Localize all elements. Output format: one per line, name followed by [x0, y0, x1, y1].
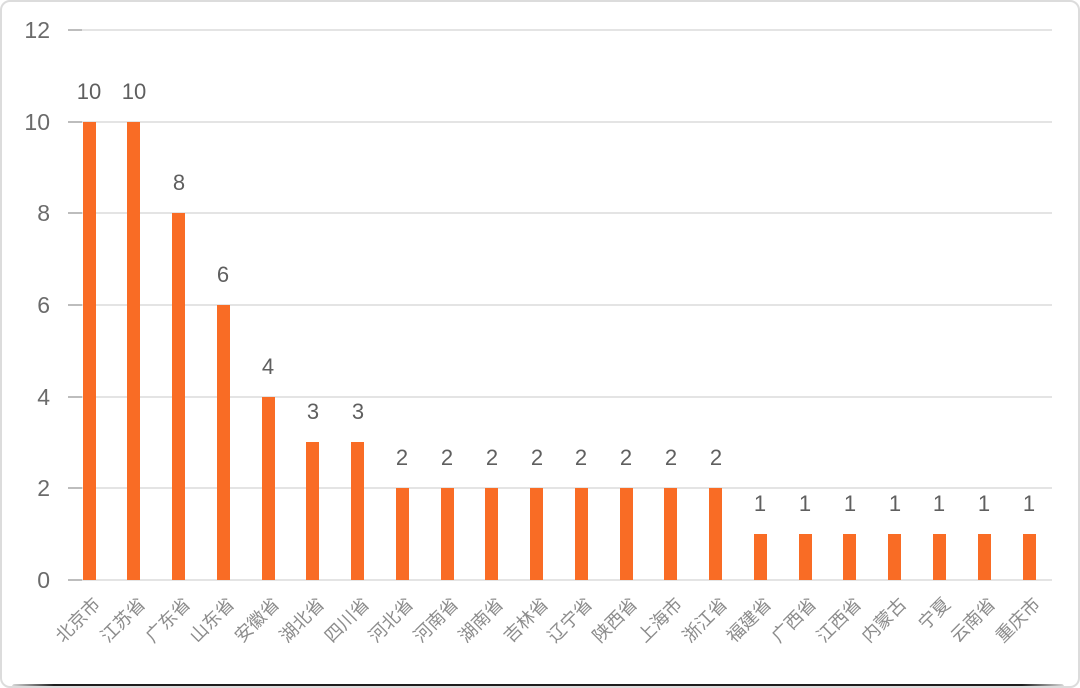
bar-广东省	[172, 213, 185, 580]
y-axis-tick-2	[68, 487, 82, 489]
x-axis-label-吉林省: 吉林省	[499, 594, 552, 647]
x-axis-label-广西省: 广西省	[768, 594, 821, 647]
x-axis-label-河北省: 河北省	[365, 594, 418, 647]
bar-云南省	[978, 534, 991, 580]
y-axis-label-2: 2	[37, 475, 50, 501]
gridline-y-12	[68, 29, 1052, 31]
value-label-山东省: 6	[216, 262, 230, 287]
y-axis-tick-4	[68, 396, 82, 398]
x-axis-label-内蒙古: 内蒙古	[857, 594, 910, 647]
gridline-y-2	[68, 487, 1052, 489]
x-axis-label-四川省: 四川省	[320, 594, 373, 647]
bar-山东省	[217, 305, 230, 580]
y-axis-tick-6	[68, 304, 82, 306]
bar-湖南省	[485, 488, 498, 580]
x-axis-label-陕西省: 陕西省	[588, 594, 642, 647]
bar-陕西省	[620, 488, 633, 580]
x-axis-label-北京市: 北京市	[51, 594, 105, 647]
x-axis-label-江西省: 江西省	[812, 594, 866, 647]
value-label-陕西省: 2	[619, 445, 633, 470]
y-axis-tick-12	[68, 29, 82, 31]
value-label-云南省: 1	[977, 491, 991, 516]
bar-湖北省	[306, 442, 319, 580]
value-label-广东省: 8	[172, 170, 186, 195]
bar-广西省	[799, 534, 812, 580]
bar-浙江省	[709, 488, 722, 580]
bar-河南省	[441, 488, 454, 580]
bar-四川省	[351, 442, 364, 580]
y-axis-label-12: 12	[24, 17, 50, 43]
y-axis-label-4: 4	[37, 384, 50, 410]
bar-内蒙古	[888, 534, 901, 580]
x-axis-label-辽宁省: 辽宁省	[544, 594, 597, 647]
gridline-y-4	[68, 396, 1052, 398]
gridline-y-10	[68, 121, 1052, 123]
bar-吉林省	[530, 488, 543, 580]
value-label-内蒙古: 1	[888, 491, 902, 516]
value-label-上海市: 2	[664, 445, 678, 470]
value-label-安徽省: 4	[261, 354, 275, 379]
value-label-浙江省: 2	[709, 445, 723, 470]
bar-上海市	[664, 488, 677, 580]
x-axis-label-湖北省: 湖北省	[275, 594, 328, 647]
x-axis-label-河南省: 河南省	[409, 594, 463, 647]
y-axis-tick-8	[68, 212, 82, 214]
bar-北京市	[83, 122, 96, 580]
y-axis-label-8: 8	[37, 200, 50, 226]
x-axis-label-安徽省: 安徽省	[230, 594, 284, 647]
value-label-吉林省: 2	[530, 445, 544, 470]
value-label-江西省: 1	[843, 491, 857, 516]
x-axis-label-福建省: 福建省	[723, 594, 776, 647]
value-label-湖北省: 3	[306, 399, 320, 424]
value-label-北京市: 10	[76, 79, 102, 104]
x-axis-label-宁夏: 宁夏	[915, 594, 955, 634]
bottom-edge-strip	[12, 684, 1064, 686]
x-axis-label-广东省: 广东省	[141, 594, 194, 647]
value-label-广西省: 1	[798, 491, 812, 516]
value-label-河南省: 2	[440, 445, 454, 470]
bar-重庆市	[1023, 534, 1036, 580]
value-label-湖南省: 2	[485, 445, 499, 470]
gridline-y-8	[68, 212, 1052, 214]
bar-江西省	[843, 534, 856, 580]
x-axis-label-山东省: 山东省	[186, 594, 239, 647]
value-label-河北省: 2	[395, 445, 409, 470]
value-label-福建省: 1	[753, 491, 767, 516]
x-axis-label-湖南省: 湖南省	[454, 594, 508, 647]
x-axis-label-上海市: 上海市	[633, 594, 687, 647]
value-label-重庆市: 1	[1022, 491, 1036, 516]
bar-安徽省	[262, 397, 275, 580]
value-label-宁夏: 1	[932, 491, 946, 516]
bar-宁夏	[933, 534, 946, 580]
x-axis-label-重庆市: 重庆市	[991, 594, 1045, 647]
y-axis-tick-10	[68, 121, 82, 123]
bar-河北省	[396, 488, 409, 580]
bar-辽宁省	[575, 488, 588, 580]
y-axis-tick-0	[68, 579, 82, 581]
gridline-y-6	[68, 304, 1052, 306]
bar-福建省	[754, 534, 767, 580]
x-axis-label-浙江省: 浙江省	[678, 594, 731, 647]
value-label-辽宁省: 2	[574, 445, 588, 470]
x-axis-label-云南省: 云南省	[947, 594, 1000, 647]
gridline-y-0	[68, 579, 1052, 581]
x-axis-label-江苏省: 江苏省	[96, 594, 149, 647]
y-axis-label-0: 0	[37, 567, 50, 593]
y-axis-label-6: 6	[37, 292, 50, 318]
bar-江苏省	[127, 122, 140, 580]
value-label-四川省: 3	[351, 399, 365, 424]
value-label-江苏省: 10	[121, 79, 147, 104]
y-axis-label-10: 10	[24, 109, 50, 135]
